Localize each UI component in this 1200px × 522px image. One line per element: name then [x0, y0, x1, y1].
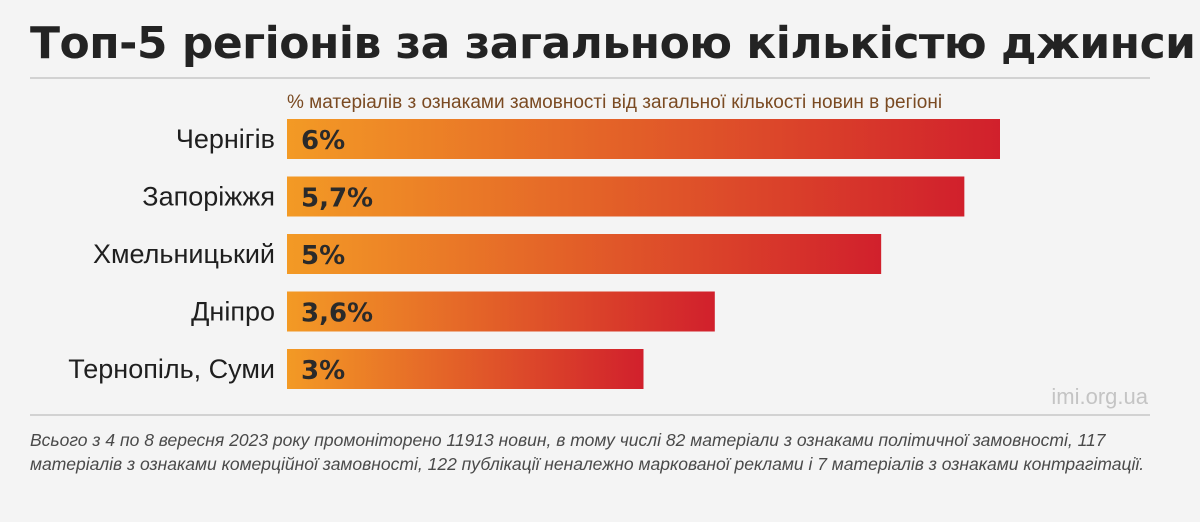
category-label: Дніпро	[191, 297, 275, 327]
bar	[287, 291, 715, 332]
title-divider	[30, 77, 1150, 79]
chart-title: Топ-5 регіонів за загальною кількістю дж…	[30, 18, 1196, 69]
category-label: Тернопіль, Суми	[68, 354, 275, 384]
footer-divider	[30, 414, 1150, 416]
bar-value-label: 3%	[301, 356, 345, 386]
bar-value-label: 5%	[301, 241, 345, 271]
bar	[287, 234, 882, 274]
category-label: Хмельницький	[93, 239, 275, 269]
bar	[287, 119, 1000, 159]
bar	[287, 349, 644, 389]
category-label: Чернігів	[176, 124, 275, 154]
category-label: Запоріжжя	[142, 182, 275, 212]
bar	[287, 176, 965, 217]
bar-value-label: 5,7%	[301, 184, 373, 214]
chart-subtitle: % матеріалів з ознаками замовності від з…	[287, 92, 943, 113]
bar-value-label: 3,6%	[301, 299, 373, 329]
bar-value-label: 6%	[301, 126, 345, 156]
source-credit: imi.org.ua	[1051, 384, 1148, 409]
footnote: Всього з 4 по 8 вересня 2023 року промон…	[30, 430, 1145, 474]
